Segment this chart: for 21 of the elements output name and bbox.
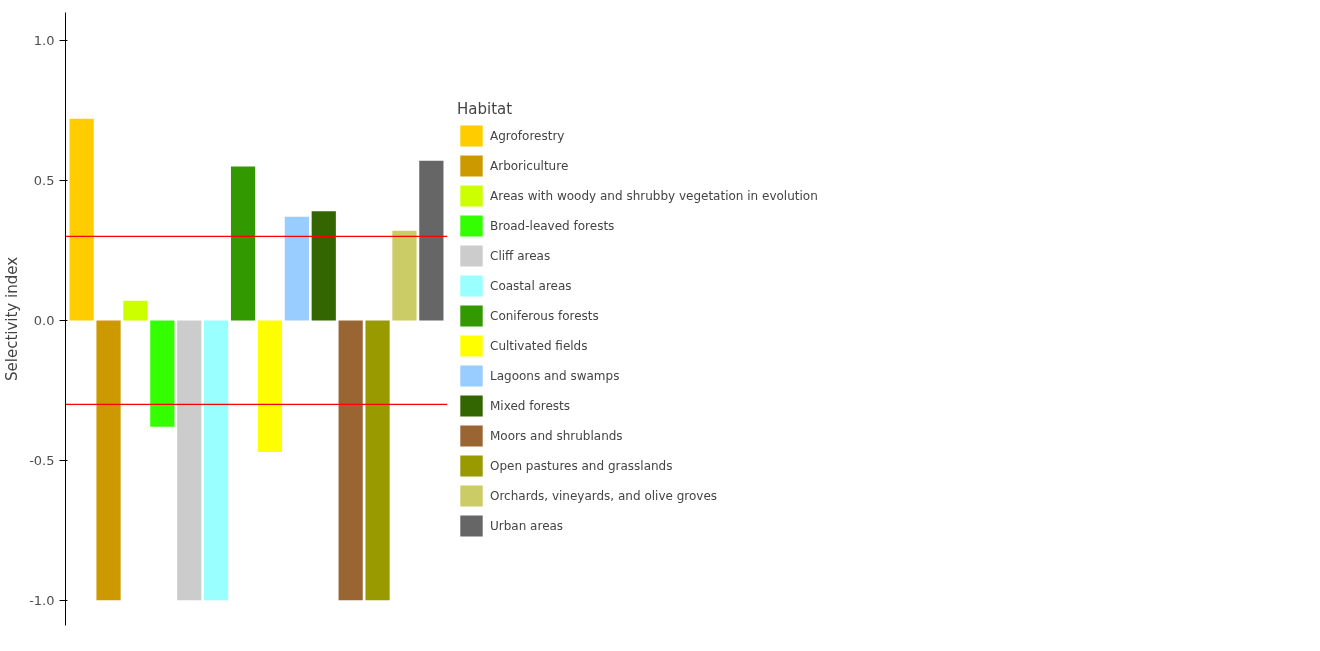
y-tick-label: 0.5 bbox=[33, 172, 55, 188]
y-tick-label: -0.5 bbox=[29, 452, 55, 468]
y-tick-label: 0.0 bbox=[33, 312, 55, 328]
legend-title: Habitat bbox=[457, 99, 514, 117]
legend-label: Agroforestry bbox=[490, 127, 565, 145]
legend-label: Coastal areas bbox=[490, 277, 572, 294]
legend-label: Orchards, vineyards, and olive groves bbox=[490, 487, 718, 505]
y-tick-label: -1.0 bbox=[29, 592, 55, 608]
legend-label: Broad-leaved forests bbox=[490, 217, 615, 234]
legend-label: Moors and shrublands bbox=[490, 427, 623, 444]
legend-label: Mixed forests bbox=[490, 397, 571, 414]
legend-label: Arboriculture bbox=[490, 157, 569, 174]
legend-label: Coniferous forests bbox=[490, 307, 599, 324]
y-tick-label: 1.0 bbox=[33, 32, 55, 48]
legend-label: Cultivated fields bbox=[490, 337, 588, 354]
legend-label: Lagoons and swamps bbox=[490, 367, 620, 385]
legend-label: Areas with woody and shrubby vegetation in evolution bbox=[490, 187, 818, 205]
y-axis-title: Selectivity index bbox=[3, 256, 22, 382]
legend-label: Open pastures and grasslands bbox=[490, 457, 673, 475]
legend-label: Urban areas bbox=[490, 517, 564, 534]
legend-label: Cliff areas bbox=[490, 247, 551, 264]
